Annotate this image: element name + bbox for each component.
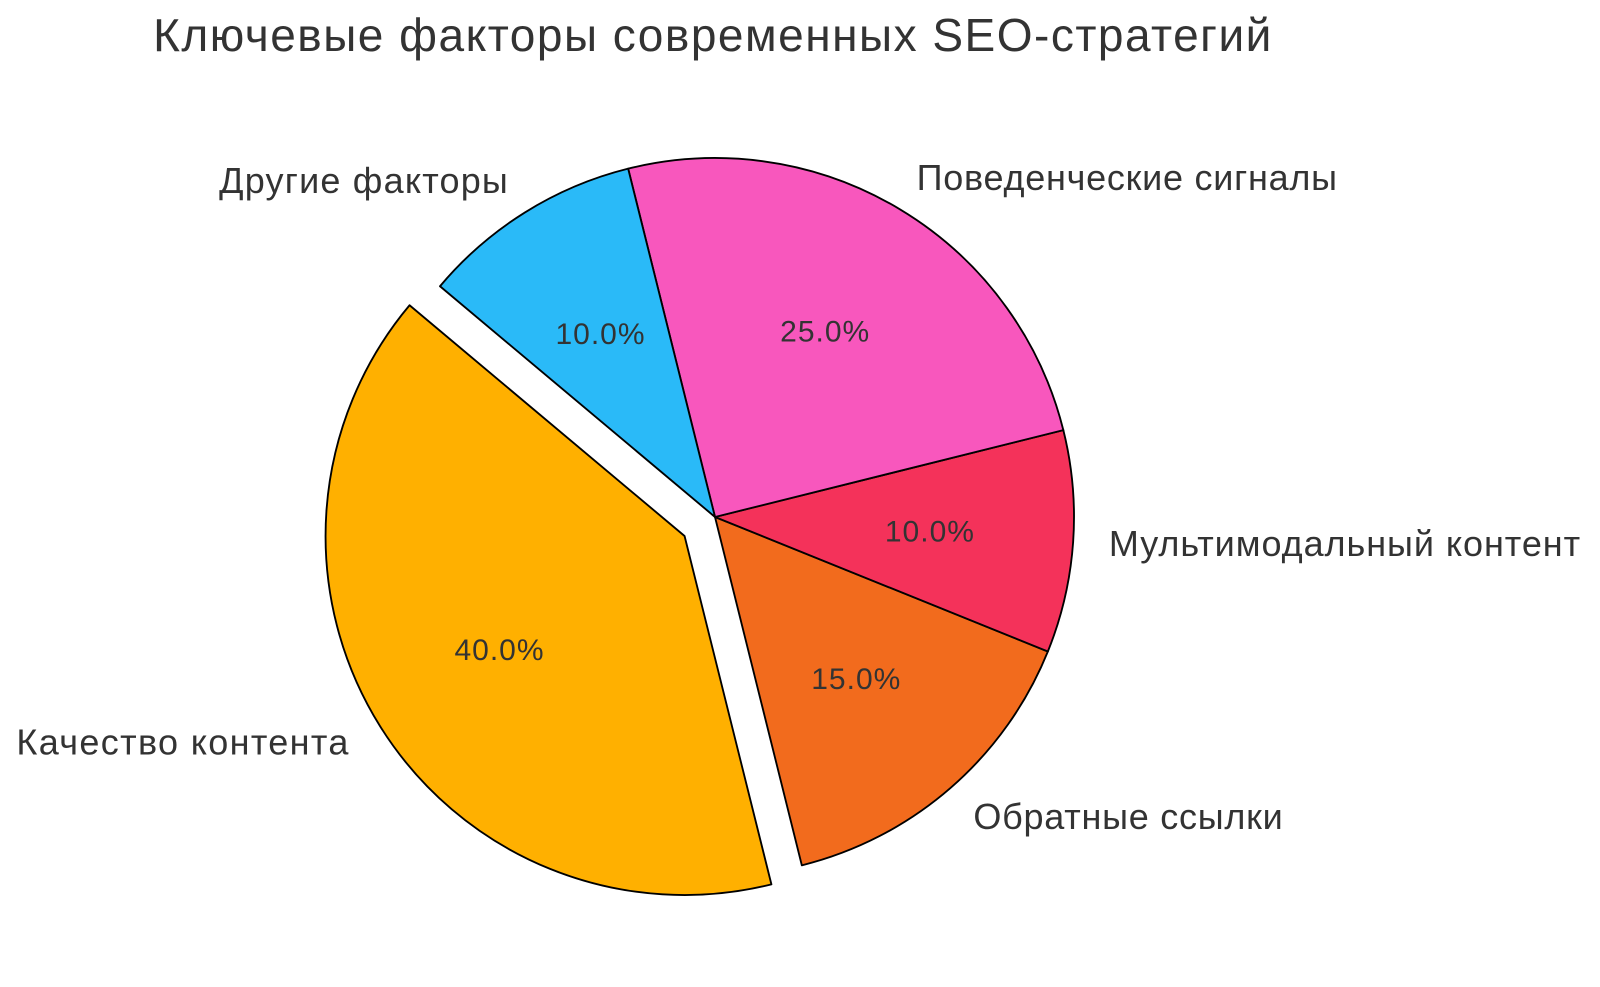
svg-text:Мультимодальный контент: Мультимодальный контент xyxy=(1109,523,1581,564)
svg-text:Обратные ссылки: Обратные ссылки xyxy=(973,796,1283,837)
svg-text:Поведенческие сигналы: Поведенческие сигналы xyxy=(917,157,1338,198)
svg-text:Ключевые факторы современных S: Ключевые факторы современных SEO-стратег… xyxy=(153,9,1273,61)
svg-text:25.0%: 25.0% xyxy=(780,316,870,349)
svg-text:40.0%: 40.0% xyxy=(454,634,544,667)
svg-text:Качество контента: Качество контента xyxy=(16,722,349,763)
svg-text:Другие факторы: Другие факторы xyxy=(219,160,509,201)
svg-text:10.0%: 10.0% xyxy=(555,318,645,351)
svg-text:15.0%: 15.0% xyxy=(811,663,901,696)
svg-text:10.0%: 10.0% xyxy=(885,516,975,549)
